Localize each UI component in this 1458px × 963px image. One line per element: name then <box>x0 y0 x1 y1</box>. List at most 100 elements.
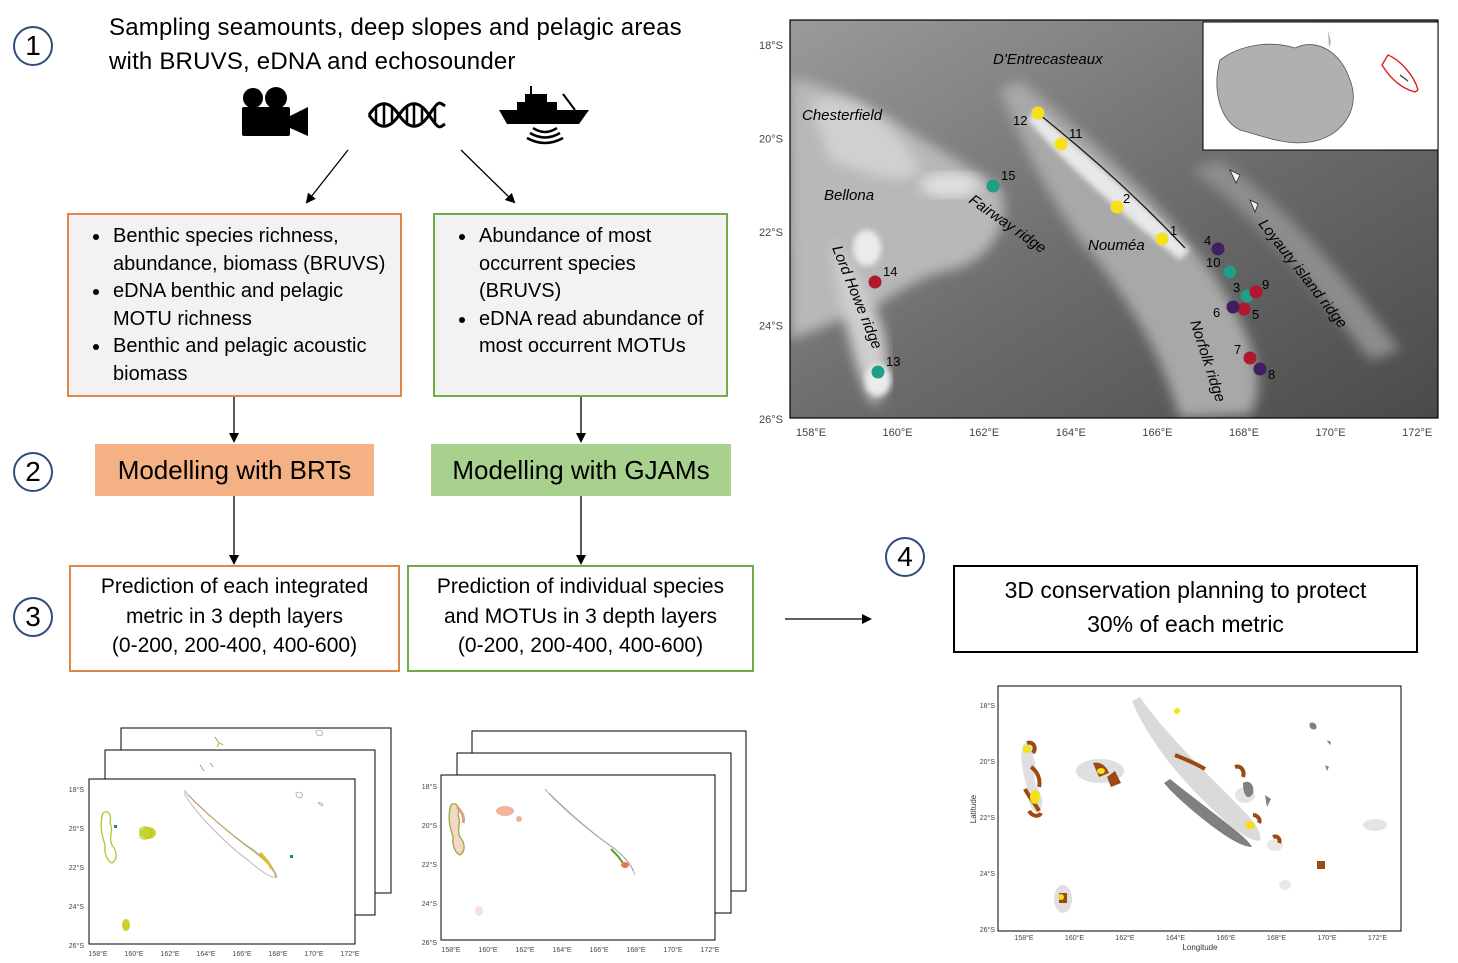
header-line-2: with BRUVS, eDNA and echosounder <box>109 48 516 75</box>
lat-tick-label: 20°S <box>69 825 85 833</box>
station-label: 7 <box>1234 342 1241 357</box>
lon-tick-label: 160°E <box>124 950 143 958</box>
station-label: 6 <box>1213 305 1220 320</box>
lon-tick-label: 162°E <box>969 427 999 439</box>
station-marker <box>868 275 882 289</box>
lat-tick-label: 22°S <box>980 814 996 822</box>
lat-tick-label: 24°S <box>759 321 783 333</box>
lat-tick-label: 26°S <box>69 942 85 950</box>
lon-tick-label: 168°E <box>268 950 287 958</box>
lat-tick-label: 18°S <box>69 786 85 794</box>
lat-tick-label: 26°S <box>980 926 996 934</box>
step-1-badge: 1 <box>13 26 53 66</box>
research-vessel-icon <box>499 86 589 145</box>
station-label: 5 <box>1252 307 1259 322</box>
brt-model-box: Modelling with BRTs <box>95 444 374 496</box>
lat-tick-label: 20°S <box>759 134 783 146</box>
left-item-line: biomass <box>113 362 188 385</box>
station-label: 13 <box>886 354 900 369</box>
lat-tick-label: 22°S <box>69 864 85 872</box>
lon-tick-label: 166°E <box>1216 934 1235 942</box>
station-label: 14 <box>883 264 897 279</box>
label-bellona: Bellona <box>824 187 874 204</box>
lat-tick-label: 22°S <box>759 227 783 239</box>
header-title: Sampling seamounts, deep slopes and pela… <box>109 11 682 79</box>
lon-tick-label: 158°E <box>441 946 460 954</box>
station-marker <box>1226 300 1240 314</box>
lon-tick-label: 160°E <box>883 427 913 439</box>
station-label: 9 <box>1262 277 1269 292</box>
video-camera-icon <box>242 87 308 136</box>
left-item: Benthic species richness, abundance, biom… <box>111 223 400 278</box>
lon-tick-label: 166°E <box>232 950 251 958</box>
lon-tick-label: 158°E <box>1014 934 1033 942</box>
right-item-line: eDNA read abundance of <box>479 307 704 330</box>
lon-tick-label: 164°E <box>1056 427 1086 439</box>
prediction-line: (0-200, 200-400, 400-600) <box>111 634 358 657</box>
label-chesterfield: Chesterfield <box>802 107 883 124</box>
prediction-line: Prediction of each integrated <box>100 575 369 598</box>
conservation-map: 18°S 20°S 22°S 24°S 26°S 158°E 160°E 162°E 164°… <box>969 685 1402 952</box>
lat-tick-label: 18°S <box>980 702 996 710</box>
station-marker <box>1110 200 1124 214</box>
lat-tick-label: 20°S <box>422 822 438 830</box>
left-item-line: eDNA benthic and pelagic <box>113 280 344 302</box>
station-label: 4 <box>1204 233 1211 248</box>
lon-tick-label: 170°E <box>304 950 323 958</box>
conservation-planning-box: 3D conservation planning to protect 30% … <box>953 565 1418 653</box>
species-metrics-box: Abundance of most occurrent species (BRUVS… <box>433 213 728 397</box>
left-item: Benthic and pelagic acoustic biomass <box>111 333 400 388</box>
prediction-line: and MOTUs in 3 depth layers <box>443 604 718 628</box>
lon-tick-label: 164°E <box>1166 934 1185 942</box>
right-item-line: most occurrent MOTUs <box>479 335 686 357</box>
left-item-line: MOTU richness <box>113 307 252 330</box>
lon-tick-label: 168°E <box>1229 427 1259 439</box>
station-label: 10 <box>1206 255 1220 270</box>
gjam-prediction-maps: 18°S 20°S 22°S 24°S 26°S 158°E 160°E 162°E 164°… <box>422 730 747 954</box>
lon-tick-label: 170°E <box>1317 934 1336 942</box>
lat-tick-label: 24°S <box>980 870 996 878</box>
gjam-model-box: Modelling with GJAMs <box>431 444 731 496</box>
brt-prediction-maps: 18°S 20°S 22°S 24°S 26°S 158°E 160°E 162°E 164°… <box>69 727 392 958</box>
station-marker <box>986 179 1000 193</box>
lon-tick-label: 170°E <box>1316 427 1346 439</box>
left-item-line: Benthic and pelagic acoustic <box>113 335 367 357</box>
station-marker <box>1223 265 1237 279</box>
lon-tick-label: 162°E <box>515 946 534 954</box>
lon-tick-label: 172°E <box>340 950 359 958</box>
lat-tick-label: 24°S <box>69 903 85 911</box>
prediction-line: (0-200, 200-400, 400-600) <box>457 634 704 657</box>
lat-tick-label: 20°S <box>980 758 996 766</box>
prediction-line: Prediction of individual species <box>436 575 725 598</box>
left-item-line: abundance, biomass (BRUVS) <box>113 252 386 275</box>
study-area-map: 18°S 20°S 22°S 24°S 26°S 158°E 160°E 162°E 164°… <box>759 19 1439 439</box>
lon-tick-label: 160°E <box>478 946 497 954</box>
integrated-prediction-box: Prediction of each integrated metric in … <box>69 565 400 672</box>
left-item: eDNA benthic and pelagic MOTU richness <box>111 278 400 333</box>
cons-map-xlabel: Longitude <box>1182 943 1218 952</box>
label-dentrecasteaux: D'Entrecasteaux <box>993 51 1103 68</box>
lon-tick-label: 160°E <box>1065 934 1084 942</box>
lon-tick-label: 166°E <box>1142 427 1172 439</box>
left-item-line: Benthic species richness, <box>113 225 339 247</box>
step-4-badge: 4 <box>885 537 925 577</box>
lon-tick-label: 158°E <box>796 427 826 439</box>
station-marker <box>1237 302 1251 316</box>
station-marker <box>1253 362 1267 376</box>
lon-tick-label: 164°E <box>196 950 215 958</box>
right-item-line: Abundance of most <box>479 225 652 247</box>
lat-tick-label: 18°S <box>422 783 438 791</box>
species-prediction-box: Prediction of individual species and MOT… <box>407 565 754 672</box>
conservation-line: 3D conservation planning to protect <box>1004 577 1367 603</box>
station-label: 2 <box>1123 191 1130 206</box>
lon-tick-label: 162°E <box>1115 934 1134 942</box>
lon-tick-label: 162°E <box>160 950 179 958</box>
station-label: 3 <box>1233 280 1240 295</box>
lon-tick-label: 172°E <box>1368 934 1387 942</box>
lon-tick-label: 172°E <box>1402 427 1432 439</box>
right-item-line: occurrent species <box>479 252 636 275</box>
right-item: eDNA read abundance of most occurrent MOT… <box>477 306 726 361</box>
lon-tick-label: 166°E <box>589 946 608 954</box>
station-marker <box>1249 285 1263 299</box>
